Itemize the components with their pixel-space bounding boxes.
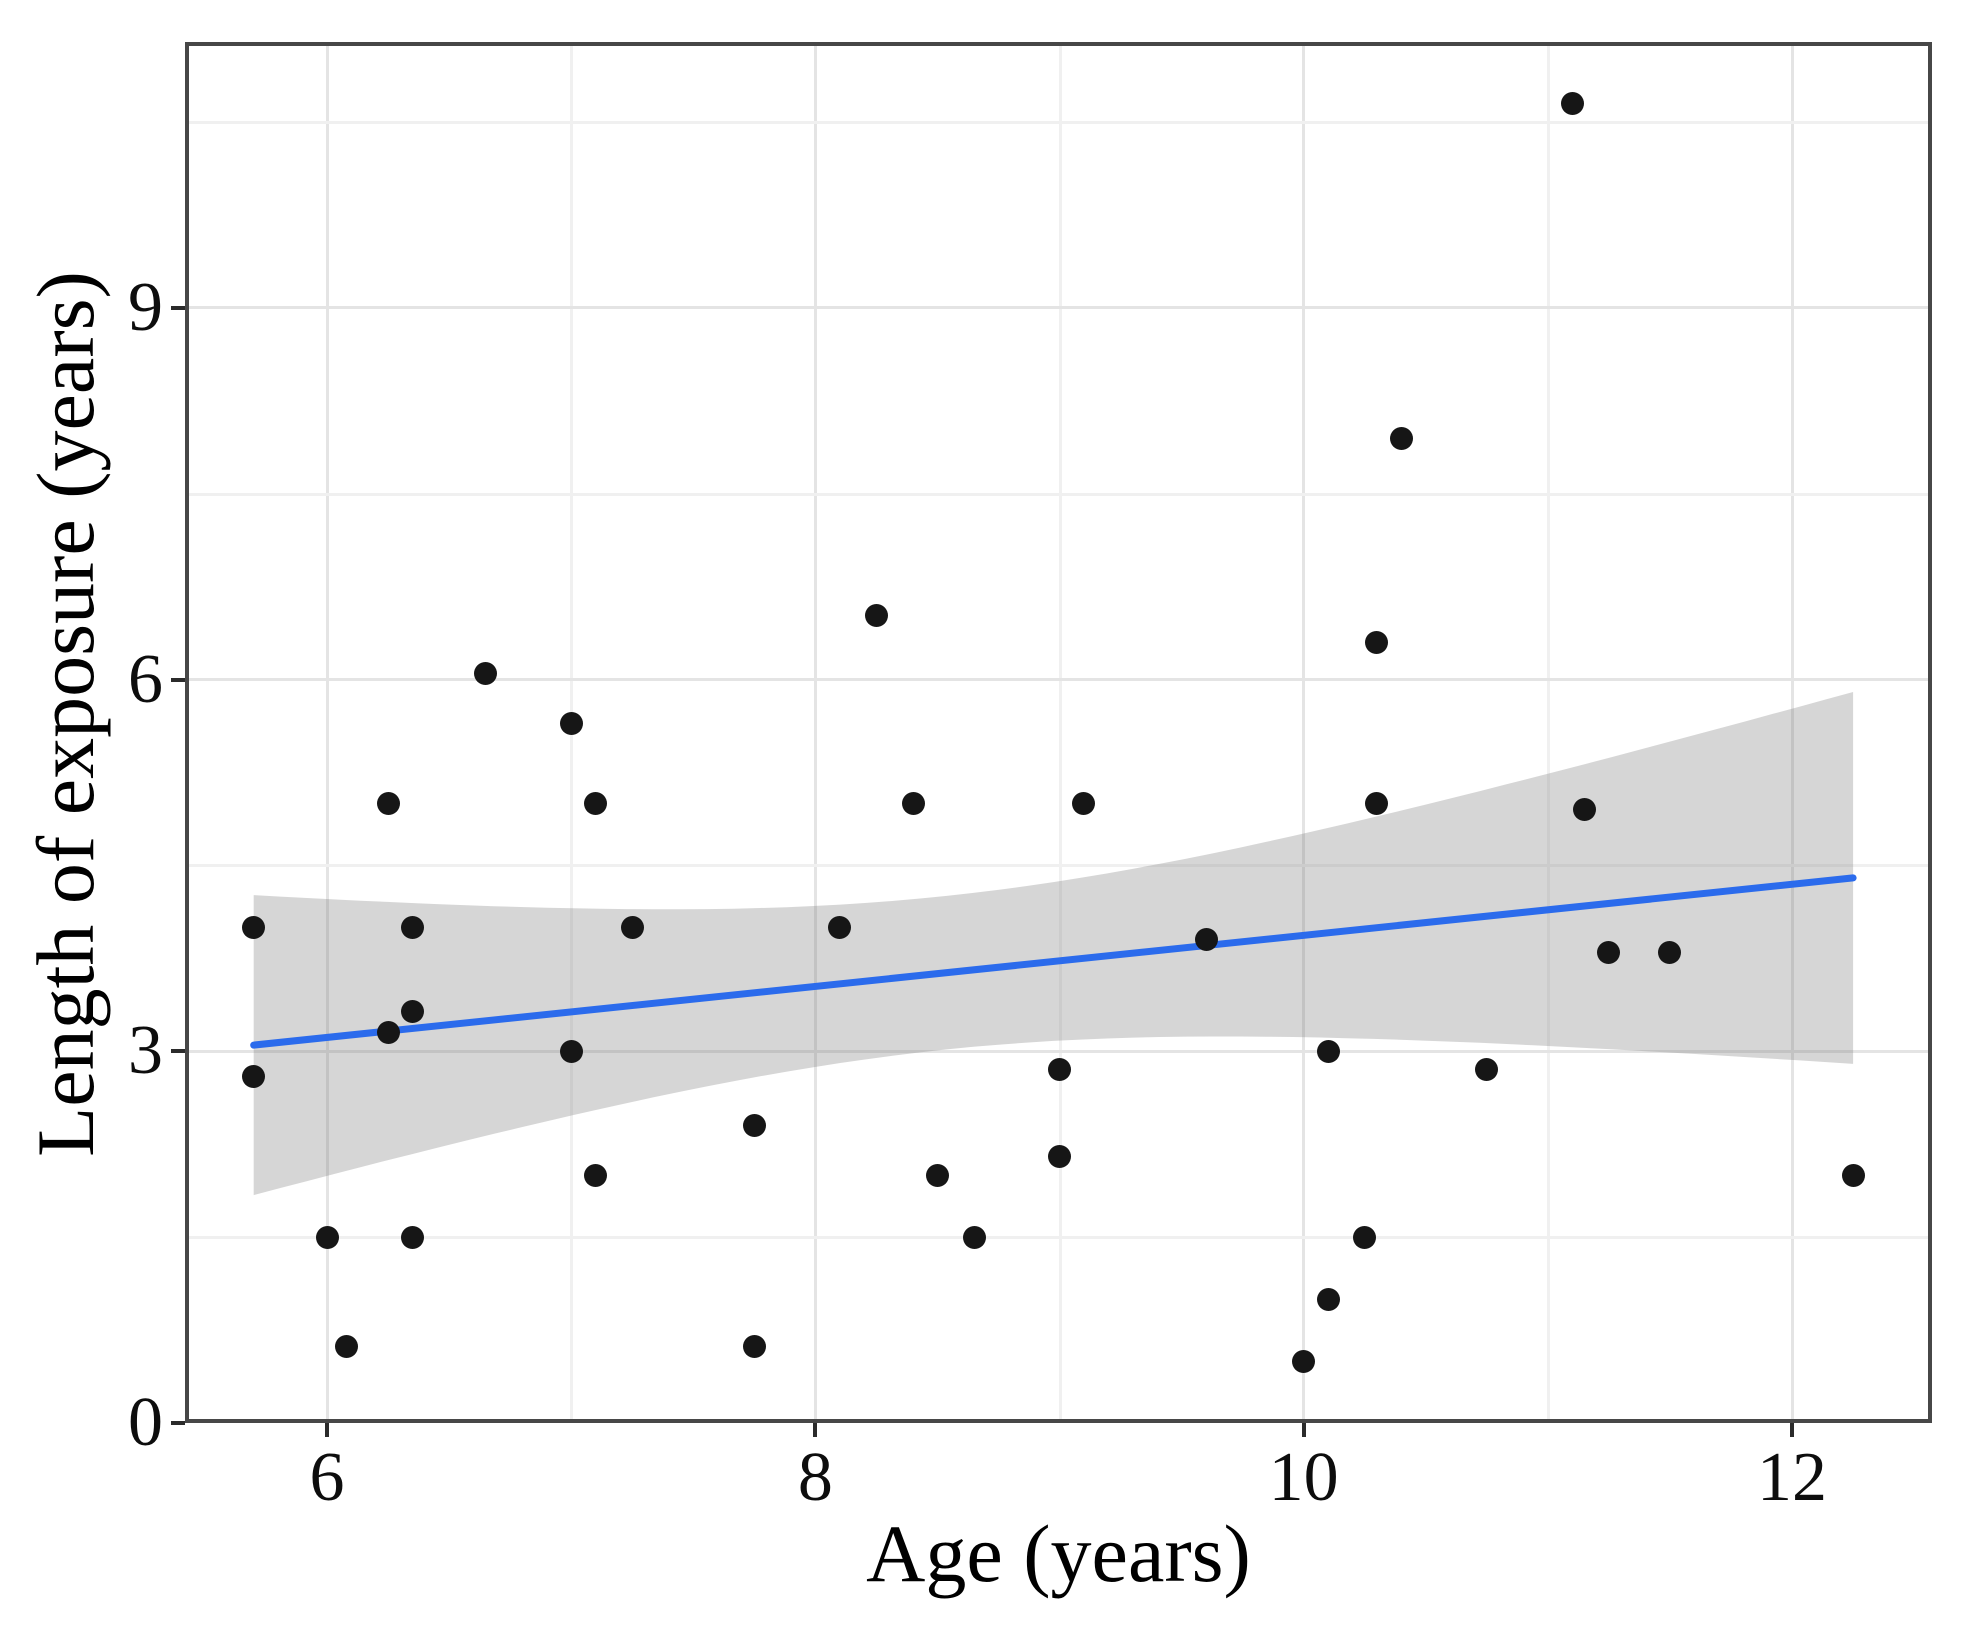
data-point [1072,792,1096,816]
x-tick-mark [1301,1423,1306,1437]
y-tick-label: 6 [128,640,163,718]
data-point [1048,1058,1071,1082]
data-point [864,603,888,627]
gridline-x-major [325,42,329,1423]
y-tick-mark [171,305,185,310]
gridline-y-major [185,306,1932,310]
data-point [335,1334,359,1358]
data-point [559,1039,583,1063]
y-axis-title: Length of exposure (years) [20,271,111,1157]
gridline-y-minor [185,121,1932,125]
data-point [376,792,400,816]
data-point [1292,1349,1316,1373]
y-tick-mark [171,1421,185,1425]
data-point [1365,630,1389,654]
gridline-x-major [813,42,817,1423]
gridline-x-major [1790,42,1794,1423]
gridline-y-minor [185,864,1932,868]
x-tick-label: 6 [309,1439,345,1516]
y-tick-label: 9 [128,268,163,346]
data-point [559,711,583,735]
confidence-band [253,692,1854,1196]
data-point [584,792,608,816]
y-tick-label: 0 [128,1384,163,1461]
gridline-x-minor [1546,42,1550,1423]
x-tick-label: 10 [1268,1439,1339,1516]
data-point [1048,1145,1071,1169]
data-point [962,1225,986,1249]
data-point [742,1334,766,1358]
gridline-y-major [185,678,1932,682]
data-point [242,1064,266,1088]
data-point [828,915,852,939]
x-tick-mark [813,1423,818,1437]
data-point [1658,940,1682,964]
data-point [620,915,644,939]
x-tick-label: 8 [797,1439,833,1516]
data-point [742,1114,766,1138]
data-point [400,1000,424,1024]
regression-line [250,874,1857,1049]
data-point [1841,1163,1865,1187]
gridline-x-major [1302,42,1306,1423]
data-point [901,792,925,816]
data-point [315,1225,339,1249]
gridline-y-minor [185,492,1932,496]
data-point [242,915,266,939]
data-point [1316,1039,1340,1063]
gridline-y-major [185,1049,1932,1053]
data-point [925,1163,949,1187]
gridline-y-minor [185,1236,1932,1240]
data-point [1597,940,1621,964]
plot-panel [185,42,1932,1423]
data-point [1475,1058,1499,1082]
gridline-x-minor [1058,42,1062,1423]
data-point [1389,426,1413,450]
data-point [1353,1225,1377,1249]
data-point [584,1163,608,1187]
data-point [1194,928,1218,952]
data-point [400,1225,424,1249]
data-point [376,1021,400,1045]
y-tick-mark [171,677,185,682]
data-point [1365,792,1389,816]
data-point [1560,92,1584,116]
x-tick-label: 12 [1757,1439,1828,1516]
x-tick-mark [1790,1423,1795,1437]
x-tick-mark [325,1423,329,1437]
x-axis-title: Age (years) [866,1508,1251,1599]
data-point [1316,1287,1340,1311]
data-point [474,661,498,685]
data-point [1572,798,1596,822]
data-point [400,915,424,939]
y-tick-label: 3 [128,1012,163,1090]
y-tick-mark [171,1049,185,1054]
smooth-layer [250,692,1857,1196]
